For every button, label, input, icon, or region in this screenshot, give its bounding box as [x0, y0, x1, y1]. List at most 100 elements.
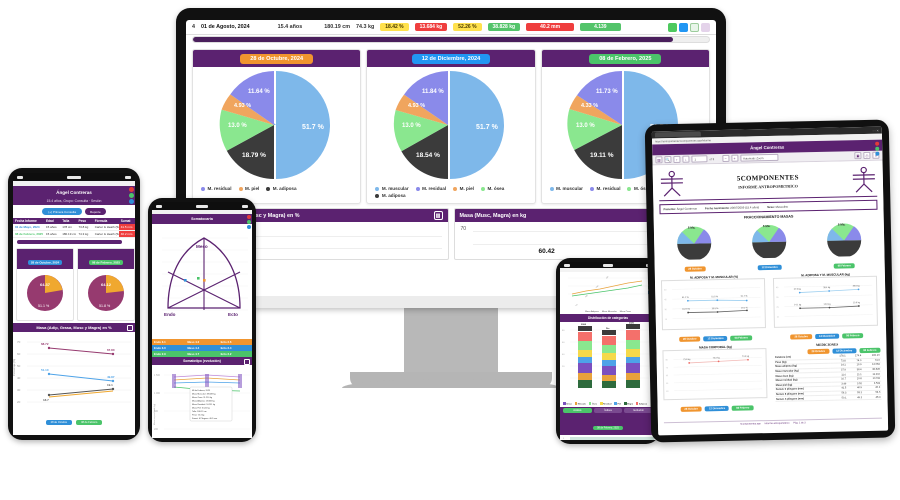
chip-date: 12 Diciembre — [704, 405, 730, 412]
legend-item[interactable]: M. piel — [238, 186, 259, 191]
next-page-icon[interactable]: ↓ — [682, 155, 690, 163]
sidebar-toggle-icon[interactable]: ▤ — [655, 156, 663, 164]
report-button[interactable]: Reporte — [85, 208, 106, 215]
presentation-icon[interactable]: ▣ — [854, 152, 862, 160]
svg-text:Sumat. 6 Pliegues: 40.2 mm: Sumat. 6 Pliegues: 40.2 mm — [192, 417, 217, 420]
chart-icon[interactable]: ▥ — [433, 211, 443, 220]
legend-label: M. adiposa — [381, 193, 406, 198]
chart-icon[interactable] — [244, 358, 250, 365]
legend-item[interactable]: M. piel — [453, 186, 474, 191]
pie-label: 64.12 — [101, 282, 112, 287]
legend-item[interactable]: M. residual — [415, 186, 446, 191]
download-icon[interactable] — [679, 22, 688, 32]
legend-item[interactable]: Piel — [614, 402, 621, 406]
legend-item[interactable]: M. residual — [589, 186, 621, 191]
legend-label: M. residual — [596, 186, 621, 191]
phone-left-chart-header: Masa (Adip, Grasa, Musc y Magra) en % — [13, 323, 135, 332]
legend-item[interactable]: M. residual — [201, 186, 232, 191]
print-icon[interactable]: ⎙ — [863, 151, 871, 160]
badge-fat-kg: 13.684 kg — [414, 23, 448, 31]
zoom-select[interactable]: Automatic Zoom — [740, 153, 779, 162]
tablet-device: ▫ ▫ ✕ https://antropometria.5componentes… — [644, 119, 896, 443]
prev-page-icon[interactable]: ↑ — [673, 155, 681, 163]
cell-sumat: 41.5 mm — [118, 224, 135, 230]
legend-item[interactable]: Residual — [600, 402, 611, 406]
info-icon[interactable] — [128, 199, 134, 204]
subtab-date[interactable]: 08 de Febrero, 2025 — [593, 426, 623, 430]
legend-item[interactable]: Óseo — [588, 402, 597, 406]
cell-sumat: 40.2 mm — [118, 231, 135, 237]
somato-row[interactable]: Endo 2.9 Meso 4.7 Ecto 2.2 — [152, 351, 252, 357]
svg-text:5 Ma.: 5 Ma. — [763, 224, 771, 228]
phone-left-progress[interactable] — [17, 240, 122, 244]
pie-panel-1-title: 28 de Octubre, 2024 — [240, 53, 314, 64]
tab-oct[interactable]: 28 de Octubre — [45, 420, 73, 425]
legend-item[interactable]: Músculo — [574, 402, 586, 406]
chip-date: 28 Octubre — [680, 406, 703, 412]
svg-text:18.7: 18.7 — [43, 398, 49, 402]
whatsapp-icon[interactable] — [875, 146, 880, 151]
tab-analisis[interactable]: Análisis — [563, 408, 592, 413]
page-number-input[interactable]: 1 — [691, 155, 708, 163]
scroll-progress-bar[interactable] — [192, 36, 710, 43]
table-row[interactable]: 08 de Febrero, 2025 15 años 180.19 cm 74… — [13, 231, 135, 238]
tab-indices[interactable]: Índices — [593, 408, 623, 413]
somato-row[interactable]: Endo 3.1 Meso 4.2 Ecto 2.6 — [152, 339, 252, 345]
info-icon[interactable] — [246, 225, 251, 229]
zoom-out-icon[interactable]: − — [722, 154, 730, 162]
info-key: Fecha nacimiento: — [704, 205, 730, 211]
close-icon[interactable] — [875, 141, 880, 146]
legend-label: Óseo — [591, 403, 597, 406]
bar-group-1: 2024 — [578, 323, 592, 388]
close-icon[interactable] — [246, 215, 251, 219]
chip-date: 12 Diciembre — [814, 333, 840, 340]
legend-item[interactable]: M. muscular — [375, 186, 409, 191]
legend-item[interactable]: M. ósea — [480, 186, 504, 191]
phone-middle-evolution-chart: 1 500 1 000 500 200 08 de Febrero, 2025 Mas… — [153, 374, 250, 431]
somato-row[interactable]: Endo 3.0 Meso 4.4 Ecto 2.4 — [152, 345, 252, 351]
legend-item[interactable]: Magra — [624, 402, 633, 406]
legend-item[interactable]: M. adiposa — [375, 193, 406, 198]
search-icon[interactable]: 🔍 — [664, 156, 672, 164]
svg-text:30: 30 — [17, 388, 21, 392]
svg-text:Talla: 180.19 cm: Talla: 180.19 cm — [192, 411, 207, 413]
legend-item[interactable]: Grasa — [563, 402, 572, 406]
legend-item[interactable]: M. adiposa — [266, 186, 297, 191]
phone-middle: Somatocarta Meso — [148, 198, 256, 442]
pie-label: 64.37 — [40, 282, 51, 287]
pdf-icon[interactable] — [690, 22, 699, 32]
whatsapp-icon[interactable] — [668, 22, 677, 32]
svg-text:Masa Ósea: 11.210 kg: Masa Ósea: 11.210 kg — [192, 396, 212, 399]
legend-label: Adiposa — [639, 403, 647, 406]
close-icon[interactable] — [128, 187, 134, 192]
more-icon[interactable] — [701, 22, 710, 32]
th-talla: Talla — [62, 219, 70, 223]
svg-text:Peso: 74.3 kg: Peso: 74.3 kg — [192, 415, 204, 417]
tab-feb[interactable]: 08 de Febrero — [76, 420, 103, 425]
info-value: 20/07/2009 (15.4 años) — [730, 205, 760, 210]
axis-tick-top: 70 — [460, 226, 467, 232]
browser-window-controls[interactable]: ▫ ▫ ✕ — [872, 128, 879, 133]
table-row[interactable]: 01 de Mayo, 2024 15 años 178 cm 73.8 kg … — [13, 224, 135, 231]
first-consult-button[interactable]: (+) Primera Consulta — [42, 208, 83, 215]
doc-chart-kg: 37.9 kg 38.4 kg 38.8 kg 14.1 kg 13.9 kg 13.6… — [772, 275, 878, 328]
whatsapp-icon[interactable] — [246, 220, 251, 224]
zoom-in-icon[interactable]: + — [731, 154, 739, 162]
pie-1-value-residual: 11.64 % — [248, 89, 270, 95]
monitor-stand-base — [342, 372, 560, 388]
tab-evolucion[interactable]: Evolución — [624, 408, 654, 413]
legend-item[interactable]: M. ósea — [627, 186, 651, 191]
browser-tab[interactable] — [654, 131, 701, 138]
kg-value: 60.42 — [538, 248, 555, 255]
legend-item[interactable]: M. muscular — [549, 186, 583, 191]
legend-item[interactable]: Adiposa — [635, 402, 647, 406]
bar-group-3: 2025 — [626, 323, 640, 388]
svg-text:500: 500 — [154, 410, 159, 413]
axis-label-endo: Endo — [164, 312, 176, 317]
whatsapp-icon[interactable] — [128, 193, 134, 198]
stacked-bar-chart: 80 60 40 20 2024 — [562, 323, 654, 388]
row-meso: Meso 4.2 — [187, 340, 200, 344]
chart-icon[interactable] — [127, 324, 133, 331]
info-icon[interactable] — [875, 151, 880, 156]
legend-label: Grasa — [566, 403, 572, 406]
